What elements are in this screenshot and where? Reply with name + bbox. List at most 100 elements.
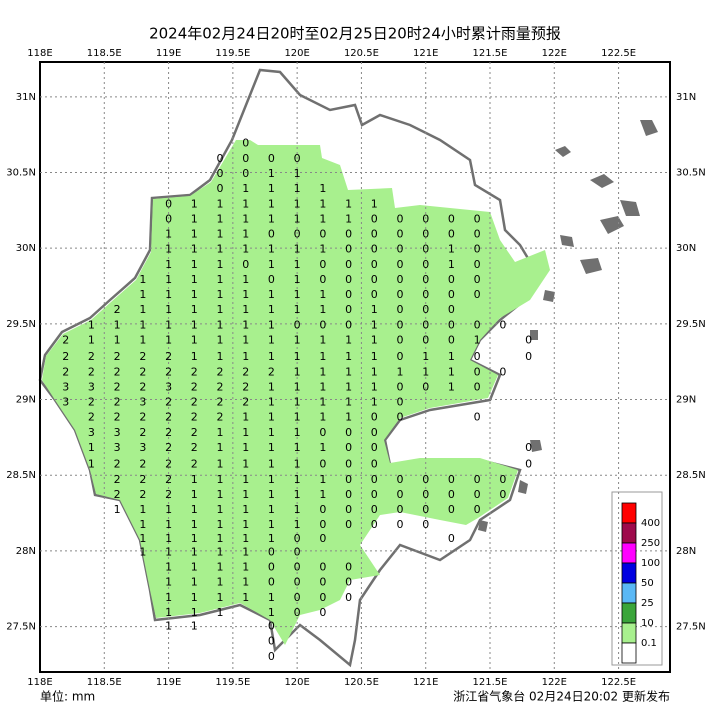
x-tick-label: 121E [413, 48, 438, 59]
y-tick-label: 28.5N [6, 470, 36, 481]
rain-value: 0 [422, 473, 429, 486]
legend-swatch [621, 602, 637, 624]
rain-value: 1 [294, 303, 301, 316]
rain-value: 0 [397, 503, 404, 516]
rain-value: 2 [114, 473, 121, 486]
rain-value: 1 [242, 411, 249, 424]
rain-value: 1 [217, 212, 224, 225]
rain-value: 0 [525, 458, 532, 471]
rain-value: 0 [371, 411, 378, 424]
rain-value: 1 [345, 380, 352, 393]
rain-value: 1 [165, 503, 172, 516]
rain-value: 1 [319, 197, 326, 210]
unit: 单位: mm [40, 689, 95, 704]
rain-value: 1 [139, 545, 146, 558]
rain-value: 1 [165, 243, 172, 256]
rain-value: 0 [448, 334, 455, 347]
rain-value: 0 [294, 318, 301, 331]
legend-label: 0.1 [641, 638, 657, 649]
rain-value: 2 [114, 411, 121, 424]
rain-value: 0 [397, 334, 404, 347]
rain-value: 0 [448, 318, 455, 331]
rain-value: 1 [294, 365, 301, 378]
rain-value: 3 [114, 441, 121, 454]
rain-value: 0 [397, 273, 404, 286]
rain-value: 0 [268, 561, 275, 574]
rain-value: 0 [422, 380, 429, 393]
rain-value: 1 [448, 258, 455, 271]
rain-value: 1 [268, 288, 275, 301]
rain-value: 1 [294, 458, 301, 471]
rain-value: 2 [268, 365, 275, 378]
rain-value: 0 [345, 243, 352, 256]
rain-value: 0 [294, 152, 301, 165]
rain-value: 0 [448, 532, 455, 545]
rain-value: 2 [88, 365, 95, 378]
rain-value: 2 [114, 350, 121, 363]
rain-value: 2 [139, 350, 146, 363]
rain-value: 0 [371, 228, 378, 241]
rain-value: 0 [345, 576, 352, 589]
rain-value: 1 [165, 303, 172, 316]
rain-value: 1 [268, 411, 275, 424]
rain-value: 1 [165, 576, 172, 589]
rain-value: 1 [268, 473, 275, 486]
rain-value: 3 [114, 426, 121, 439]
rain-value: 1 [268, 532, 275, 545]
rain-value: 1 [242, 212, 249, 225]
rain-value: 1 [217, 561, 224, 574]
rain-value: 1 [217, 273, 224, 286]
y-tick-label: 28.5N [676, 470, 706, 481]
rain-value: 0 [448, 288, 455, 301]
rain-value: 0 [397, 303, 404, 316]
rain-value: 1 [191, 561, 198, 574]
rain-value: 0 [474, 288, 481, 301]
rain-value: 1 [268, 458, 275, 471]
rain-value: 0 [371, 441, 378, 454]
rain-value: 1 [448, 350, 455, 363]
rain-value: 1 [345, 334, 352, 347]
rain-value: 1 [371, 396, 378, 409]
rain-value: 0 [397, 396, 404, 409]
legend-label: 100 [641, 558, 660, 569]
rain-value: 0 [499, 473, 506, 486]
rain-value: 0 [397, 380, 404, 393]
rain-value: 0 [474, 228, 481, 241]
rain-value: 1 [242, 243, 249, 256]
rain-value: 1 [268, 441, 275, 454]
rain-value: 1 [448, 243, 455, 256]
rain-value: 0 [294, 606, 301, 619]
rain-value: 1 [345, 365, 352, 378]
rain-value: 2 [114, 396, 121, 409]
rain-value: 1 [268, 350, 275, 363]
rain-value: 2 [191, 396, 198, 409]
rain-value: 0 [499, 318, 506, 331]
rain-value: 1 [294, 182, 301, 195]
rain-value: 1 [294, 518, 301, 531]
rain-value: 2 [114, 380, 121, 393]
rain-value: 1 [242, 532, 249, 545]
rain-value: 2 [62, 350, 69, 363]
rain-value: 2 [217, 411, 224, 424]
rain-value: 1 [319, 182, 326, 195]
rain-value: 1 [242, 228, 249, 241]
rain-value: 1 [422, 350, 429, 363]
rain-value: 1 [165, 288, 172, 301]
rain-value: 1 [345, 411, 352, 424]
frame [39, 61, 671, 673]
rain-value: 0 [268, 635, 275, 648]
x-tick-label: 122.5E [601, 677, 636, 688]
rain-value: 2 [114, 488, 121, 501]
rain-value: 1 [191, 488, 198, 501]
rain-value: 2 [165, 473, 172, 486]
rain-value: 0 [345, 591, 352, 604]
legend-swatch [621, 522, 637, 544]
rain-value: 2 [88, 411, 95, 424]
rain-value: 1 [139, 518, 146, 531]
rain-value: 0 [397, 518, 404, 531]
rain-value: 2 [191, 426, 198, 439]
rain-value: 1 [371, 350, 378, 363]
rain-value: 2 [217, 365, 224, 378]
rain-value: 1 [165, 258, 172, 271]
x-tick-label: 121E [413, 677, 438, 688]
